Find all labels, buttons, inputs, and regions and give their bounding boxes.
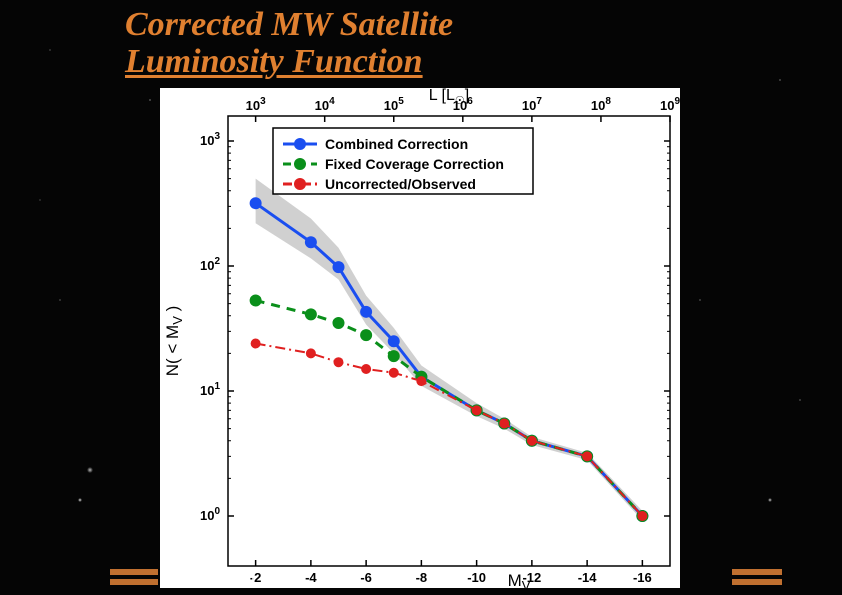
svg-text:-16: -16 [633, 570, 652, 585]
svg-text:-4: -4 [305, 570, 317, 585]
accent-bar-left [110, 569, 158, 575]
svg-text:Fixed Coverage Correction: Fixed Coverage Correction [325, 156, 504, 172]
svg-text:-8: -8 [416, 570, 428, 585]
svg-text:-6: -6 [360, 570, 372, 585]
svg-text:101: 101 [200, 381, 220, 398]
title-line2: Luminosity Function [125, 43, 423, 80]
chart-container: 100101102103-2-4-6-8-10-12-14-1610310410… [160, 88, 680, 588]
svg-text:N( < MV ): N( < MV ) [163, 306, 185, 377]
svg-text:100: 100 [200, 506, 220, 523]
svg-text:102: 102 [200, 256, 220, 273]
svg-text:104: 104 [315, 96, 335, 113]
svg-text:109: 109 [660, 96, 680, 113]
svg-text:103: 103 [200, 131, 220, 148]
svg-text:107: 107 [522, 96, 542, 113]
svg-text:-14: -14 [578, 570, 598, 585]
svg-text:108: 108 [591, 96, 611, 113]
svg-text:Combined Correction: Combined Correction [325, 136, 468, 152]
svg-text:Uncorrected/Observed: Uncorrected/Observed [325, 176, 476, 192]
svg-text:105: 105 [384, 96, 404, 113]
svg-text:L [L☉]: L [L☉] [429, 88, 469, 107]
svg-text:-10: -10 [467, 570, 486, 585]
luminosity-chart: 100101102103-2-4-6-8-10-12-14-1610310410… [160, 88, 680, 588]
svg-text:103: 103 [246, 96, 266, 113]
credit-text: Tollerud et al. 2008 [165, 570, 298, 590]
title-line1: Corrected MW Satellite [125, 6, 453, 43]
accent-bar-right [732, 569, 782, 575]
page-title: Corrected MW Satellite Luminosity Functi… [125, 7, 453, 80]
